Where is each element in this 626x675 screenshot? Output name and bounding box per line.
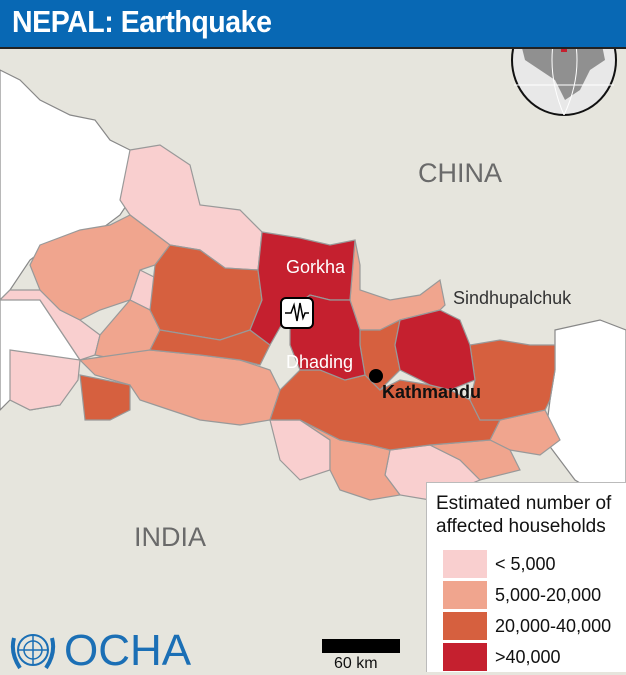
map [0,49,626,501]
legend-swatch [443,581,487,609]
label-sindhupalchuk: Sindhupalchuk [453,288,572,308]
label-dhading: Dhading [286,352,354,372]
label-china: CHINA [418,158,503,188]
districts-5000-20000 [29,214,561,501]
legend-item: 20,000-40,000 [443,612,611,640]
legend-label: 5,000-20,000 [495,584,602,605]
label-india: INDIA [134,522,207,552]
legend-label: < 5,000 [495,553,556,574]
scale-label: 60 km [334,655,378,672]
legend-swatch [443,612,487,640]
map-title: NEPAL: Earthquake [12,4,272,39]
legend: Estimated number of affected households … [426,482,626,672]
legend-title-line2: affected households [436,516,606,537]
label-gorkha: Gorkha [286,257,346,277]
legend-swatch [443,550,487,578]
legend-label: 20,000-40,000 [495,615,612,636]
legend-swatch [443,643,487,671]
districts-lt-5000 [0,144,482,501]
legend-item: 5,000-20,000 [443,581,601,609]
legend-item: >40,000 [443,643,561,671]
legend-title: Estimated number of affected households [436,492,611,538]
district-sindhupalchuk [394,309,476,391]
legend-item: < 5,000 [443,550,556,578]
ocha-logo: OCHA [8,628,191,674]
globe-locator-icon [511,49,617,116]
un-emblem-icon [10,634,56,670]
header-bar: NEPAL: Earthquake [0,0,626,49]
legend-label: >40,000 [495,646,561,667]
label-kathmandu: Kathmandu [382,382,481,402]
ocha-text: OCHA [64,626,192,675]
scale-bar [322,639,400,653]
seismograph-icon [280,297,314,329]
legend-title-line1: Estimated number of [436,493,612,514]
kathmandu-marker [369,369,383,383]
